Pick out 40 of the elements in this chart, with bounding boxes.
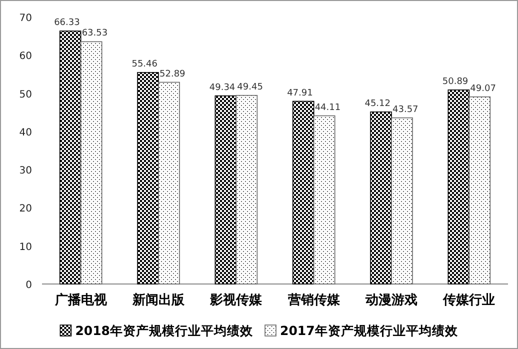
legend-label: 2017年资产规模行业平均绩效 — [280, 323, 459, 338]
data-label: 47.91 — [287, 88, 313, 98]
data-label: 43.57 — [392, 104, 418, 115]
data-label: 45.12 — [364, 98, 390, 109]
data-label: 44.11 — [314, 102, 341, 113]
bar — [391, 117, 413, 284]
y-tick-label: 10 — [19, 242, 32, 253]
x-tick-label: 新闻出版 — [132, 292, 186, 308]
bar — [59, 30, 82, 284]
data-label: 49.34 — [209, 82, 236, 93]
x-tick-label: 营销传媒 — [286, 292, 341, 308]
x-tick-label: 传媒行业 — [442, 293, 496, 308]
bar — [137, 72, 159, 284]
bar — [292, 100, 314, 284]
bar — [214, 95, 237, 284]
data-label: 55.46 — [132, 59, 158, 70]
bar — [158, 82, 180, 284]
x-tick-label: 动漫游戏 — [364, 293, 418, 308]
y-tick-label: 40 — [19, 127, 32, 138]
y-tick-label: 0 — [26, 280, 32, 291]
y-tick-label: 60 — [19, 51, 32, 62]
y-tick-label: 20 — [19, 204, 32, 215]
data-label: 49.07 — [470, 84, 496, 94]
bar — [468, 96, 491, 284]
bar — [313, 115, 336, 284]
bar — [80, 41, 102, 284]
data-label: 52.89 — [160, 69, 186, 80]
data-label: 63.53 — [82, 28, 108, 39]
data-label: 49.45 — [237, 82, 263, 92]
bar — [370, 112, 392, 284]
y-tick-label: 30 — [19, 166, 32, 177]
x-tick-label: 广播电视 — [54, 292, 108, 308]
x-tick-label: 影视传媒 — [209, 292, 264, 308]
data-label: 66.33 — [54, 18, 80, 28]
legend-label: 2018年资产规模行业平均绩效 — [75, 323, 254, 338]
bar — [448, 89, 470, 284]
y-tick-label: 70 — [19, 13, 32, 24]
y-tick-label: 50 — [19, 89, 32, 100]
data-label: 50.89 — [442, 76, 468, 87]
bar — [236, 94, 258, 284]
